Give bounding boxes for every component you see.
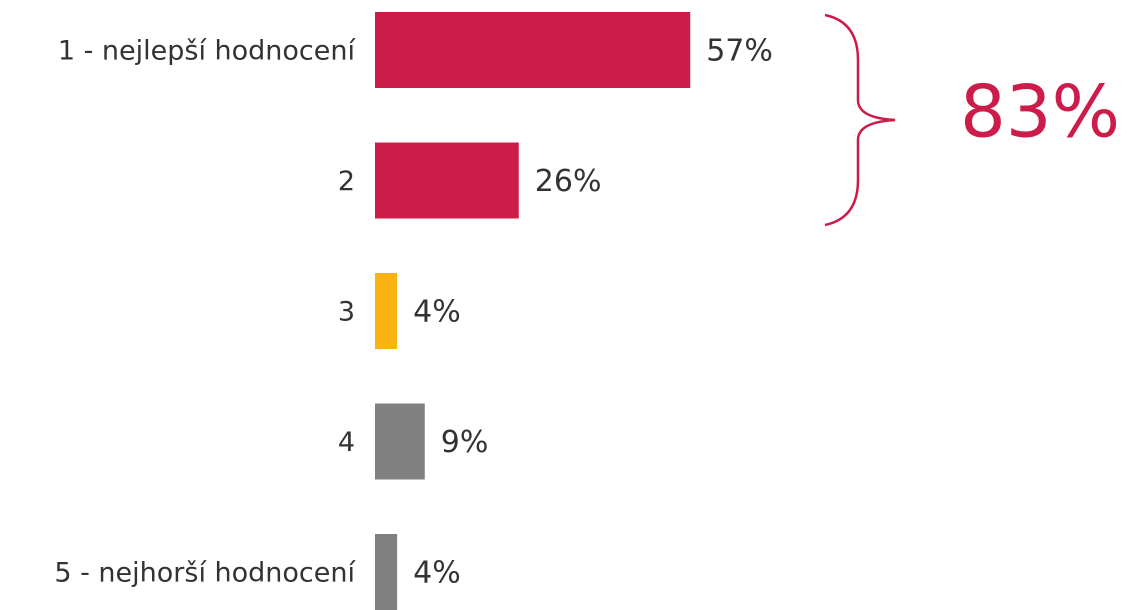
value-label: 9% [441,425,489,460]
category-label: 3 [338,297,355,328]
bar [375,12,691,88]
value-label: 4% [413,556,461,591]
annotation: 83% [960,70,1120,154]
bar [375,403,425,480]
category-label: 1 - nejlepší hodnocení [58,36,357,67]
category-label: 4 [338,427,355,458]
value-label: 26% [535,164,602,199]
bar [375,273,398,349]
bar [375,534,398,610]
value-label: 57% [706,34,773,69]
category-label: 2 [338,166,355,197]
brace [824,13,896,227]
value-label: 4% [413,295,461,330]
bar [375,142,519,219]
category-label: 5 - nejhorší hodnocení [54,558,356,589]
